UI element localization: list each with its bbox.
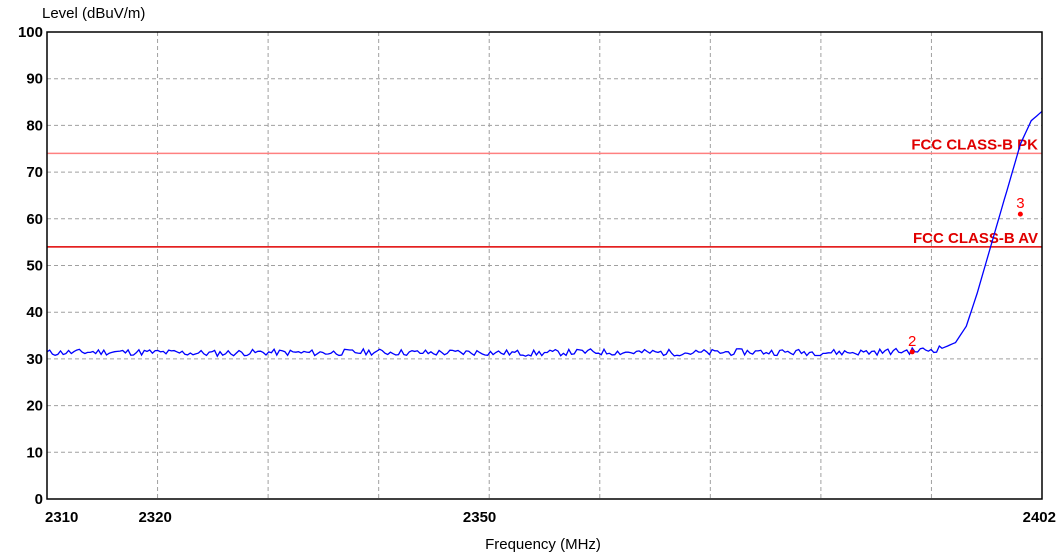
grid xyxy=(47,32,1042,499)
y-tick-label: 40 xyxy=(26,304,43,321)
x-tick-label: 2310 xyxy=(45,509,78,526)
ticks: 0 10 20 30 40 50 60 70 80 90 100 2310 2320 2350 2402 xyxy=(18,24,1056,526)
y-axis-title: Level (dBuV/m) xyxy=(42,5,145,22)
series-line xyxy=(46,110,1043,358)
y-tick-label: 80 xyxy=(26,117,43,134)
plot-frame xyxy=(46,31,1043,500)
y-tick-label: 0 xyxy=(35,491,43,508)
limit-lines: FCC CLASS-B PK FCC CLASS-B AV xyxy=(47,136,1042,248)
x-tick-label: 2402 xyxy=(1023,509,1056,526)
y-tick-label: 50 xyxy=(26,258,43,275)
y-tick-label: 60 xyxy=(26,211,43,228)
y-tick-label: 70 xyxy=(26,164,43,181)
marker-label: 3 xyxy=(1016,195,1024,212)
marker-label: 2 xyxy=(908,333,916,350)
series-layer xyxy=(46,110,1043,358)
x-axis-title: Frequency (MHz) xyxy=(485,536,601,553)
y-tick-label: 100 xyxy=(18,24,43,41)
markers: 23 xyxy=(908,195,1025,355)
limit-label: FCC CLASS-B PK xyxy=(911,136,1038,153)
x-tick-label: 2320 xyxy=(138,509,171,526)
y-tick-label: 90 xyxy=(26,71,43,88)
limit-label: FCC CLASS-B AV xyxy=(913,230,1038,247)
y-tick-label: 30 xyxy=(26,351,43,368)
marker-point xyxy=(1017,211,1023,217)
marker-point xyxy=(909,349,915,355)
y-tick-label: 20 xyxy=(26,398,43,415)
x-tick-label: 2350 xyxy=(463,509,496,526)
y-tick-label: 10 xyxy=(26,444,43,461)
